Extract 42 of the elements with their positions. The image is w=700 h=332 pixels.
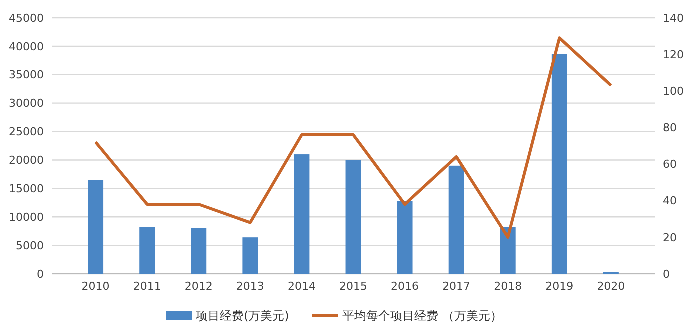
bar [552, 54, 568, 274]
y-tick-label: 20000 [9, 154, 44, 168]
bar [448, 166, 464, 274]
y2-tick-label: 60 [663, 158, 677, 172]
bar [294, 154, 310, 274]
y-tick-label: 0 [37, 268, 44, 281]
y-tick-label: 45000 [9, 12, 44, 25]
legend-label: 平均每个项目经费 （万美元） [342, 309, 502, 324]
y-tick-label: 35000 [9, 68, 44, 82]
y-tick-label: 40000 [9, 40, 44, 54]
x-tick-label: 2011 [133, 280, 162, 293]
x-tick-label: 2010 [82, 280, 110, 293]
x-tick-label: 2015 [340, 280, 368, 293]
x-tick-label: 2019 [546, 280, 574, 293]
x-tick-label: 2020 [597, 280, 626, 293]
y2-tick-label: 100 [663, 84, 684, 98]
y2-tick-label: 80 [663, 122, 677, 135]
bar [397, 201, 413, 274]
x-tick-label: 2017 [442, 280, 471, 293]
y2-tick-label: 140 [663, 12, 684, 25]
x-tick-label: 2014 [288, 280, 316, 293]
y2-tick-label: 40 [663, 194, 677, 208]
y-tick-label: 30000 [9, 97, 44, 110]
bar [346, 160, 362, 274]
y-tick-label: 10000 [9, 210, 44, 224]
y-tick-label: 15000 [9, 182, 44, 196]
x-tick-label: 2013 [236, 280, 264, 293]
bar [242, 238, 258, 274]
x-tick-label: 2016 [391, 280, 420, 293]
bar [88, 180, 104, 274]
bar [191, 228, 207, 274]
legend-label: 项目经费(万美元) [196, 309, 290, 324]
y2-tick-label: 120 [663, 48, 684, 62]
bar [140, 227, 156, 274]
bar [500, 227, 516, 274]
x-tick-label: 2012 [184, 280, 213, 293]
y2-tick-label: 0 [663, 268, 670, 281]
line-series [94, 36, 613, 239]
x-tick-label: 2018 [494, 280, 522, 293]
y2-tick-label: 20 [663, 231, 677, 244]
y-tick-label: 5000 [16, 239, 44, 252]
y-tick-label: 25000 [9, 126, 44, 139]
